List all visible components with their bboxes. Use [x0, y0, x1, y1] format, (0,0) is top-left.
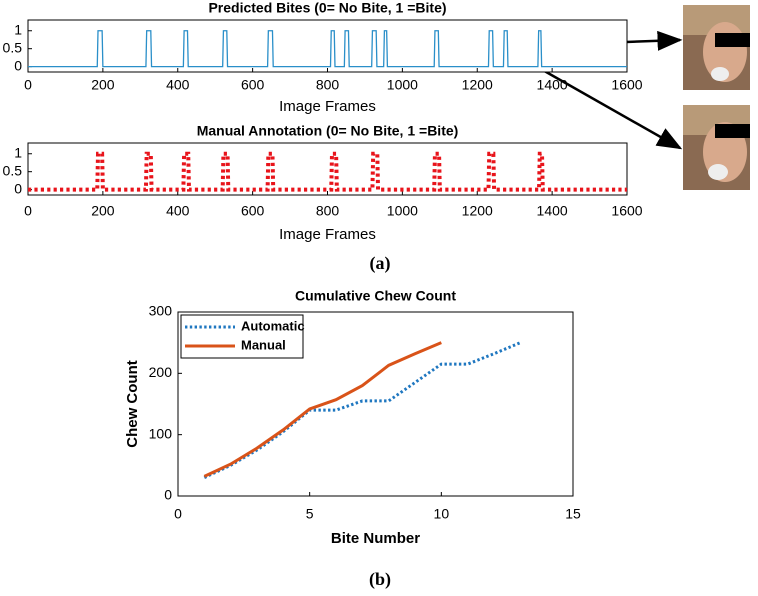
y-tick-label: 300	[149, 303, 173, 319]
series-line	[203, 341, 521, 479]
x-tick-label: 600	[241, 77, 265, 93]
x-tick-label: 400	[166, 77, 190, 93]
y-tick-label: 0.5	[3, 39, 23, 55]
x-tick-label: 1400	[537, 77, 568, 93]
x-axis-label: Bite Number	[331, 530, 420, 547]
chart-title: Cumulative Chew Count	[295, 288, 456, 304]
plot-area	[27, 142, 628, 196]
chart-title: Manual Annotation (0= No Bite, 1 =Bite)	[197, 123, 459, 139]
x-tick-label: 800	[316, 203, 340, 219]
x-axis-label: Image Frames	[279, 98, 376, 115]
x-tick-label: 1000	[387, 203, 418, 219]
photo	[683, 5, 750, 90]
x-tick-label: 1000	[387, 77, 418, 93]
y-tick-label: 1	[14, 21, 22, 37]
panel-label: (a)	[370, 253, 391, 274]
x-tick-label: 1600	[611, 203, 642, 219]
x-tick-label: 1600	[611, 77, 642, 93]
x-tick-label: 0	[24, 77, 32, 93]
legend: Automatic Manual	[180, 314, 305, 359]
y-tick-label: 0	[14, 57, 22, 73]
x-tick-label: 1200	[462, 77, 493, 93]
y-tick-label: 0.5	[3, 162, 23, 178]
x-tick-label: 10	[434, 506, 450, 522]
legend-label: Automatic	[241, 318, 305, 333]
x-tick-label: 5	[306, 506, 314, 522]
x-tick-label: 0	[24, 203, 32, 219]
y-tick-label: 0	[14, 180, 22, 196]
x-tick-label: 800	[316, 77, 340, 93]
x-tick-label: 0	[174, 506, 182, 522]
y-tick-label: 1	[14, 144, 22, 160]
plot-area	[27, 19, 628, 73]
x-tick-label: 1200	[462, 203, 493, 219]
x-tick-label: 200	[91, 77, 115, 93]
x-tick-label: 15	[565, 506, 581, 522]
x-tick-label: 200	[91, 203, 115, 219]
x-tick-label: 400	[166, 203, 190, 219]
x-axis-label: Image Frames	[279, 226, 376, 243]
chart-title: Predicted Bites (0= No Bite, 1 =Bite)	[208, 0, 446, 16]
x-tick-label: 600	[241, 203, 265, 219]
panel-label: (b)	[369, 569, 391, 590]
photo	[683, 105, 750, 190]
legend-box	[180, 314, 304, 359]
series-line	[203, 341, 442, 478]
legend-label: Manual	[241, 337, 286, 352]
series-line	[28, 30, 627, 68]
series-line	[28, 151, 627, 192]
y-tick-label: 200	[149, 364, 173, 380]
x-tick-label: 1400	[537, 203, 568, 219]
y-axis-label: Chew Count	[124, 360, 141, 448]
y-tick-label: 0	[164, 487, 172, 503]
y-tick-label: 100	[149, 425, 173, 441]
